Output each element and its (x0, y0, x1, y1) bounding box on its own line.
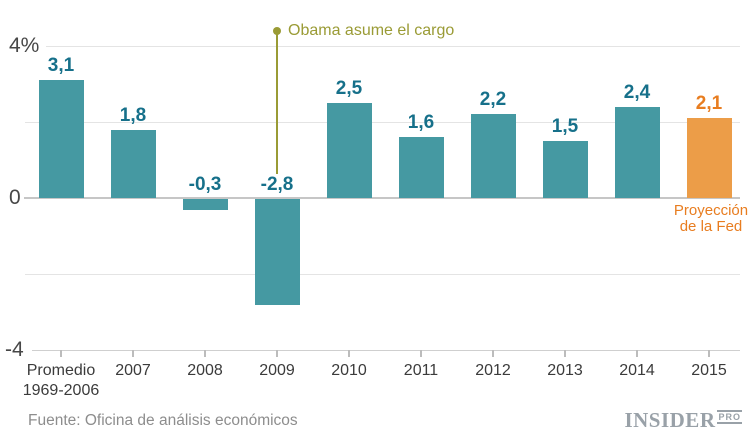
bar-2015 (686, 118, 732, 198)
fed-projection-note: Proyección de la Fed (659, 203, 750, 235)
bar-value-label: 1,6 (407, 112, 435, 134)
annotation-dot-icon (273, 27, 281, 35)
bar-value-label: 2,1 (695, 93, 723, 115)
y-axis-label--4: -4 (5, 338, 24, 361)
x-axis-label: 2015 (653, 361, 750, 381)
x-axis-tick (204, 350, 206, 357)
y-axis-label-4%: 4% (9, 34, 40, 57)
annotation-line (276, 31, 278, 174)
x-axis-label-line: 2008 (187, 362, 223, 379)
bar-2007 (110, 129, 156, 198)
bar-2011 (398, 137, 444, 198)
x-axis-label-line: 2010 (331, 362, 367, 379)
bar-value-label: 1,8 (119, 104, 147, 126)
x-axis-label-line: 2013 (547, 362, 583, 379)
bar-value-label: 2,2 (479, 89, 507, 111)
x-axis-tick (564, 350, 566, 357)
x-axis-tick (60, 350, 62, 357)
annotation-label: Obama asume el cargo (288, 22, 455, 39)
gridline-0 (24, 197, 740, 199)
x-axis-label-line: 1969-2006 (22, 382, 100, 399)
bar-value-label: 2,5 (335, 78, 363, 99)
gridline-2 (25, 122, 740, 123)
gridline--4 (32, 350, 740, 351)
x-axis-label-line: 2007 (115, 362, 151, 379)
bar-2010 (326, 103, 372, 198)
logo-sub-text: PRO (717, 410, 742, 424)
x-axis-tick (348, 350, 350, 357)
x-axis-label: 2014 (581, 361, 693, 381)
x-axis-label: 2007 (77, 361, 189, 381)
bar-2012 (470, 114, 516, 198)
fed-projection-note-line1: Proyección (673, 202, 749, 219)
x-axis-tick (708, 350, 710, 357)
x-axis-tick (492, 350, 494, 357)
gridline--2 (25, 274, 740, 275)
x-axis-tick (132, 350, 134, 357)
x-axis-label-line: 2011 (403, 362, 439, 379)
x-axis-tick (420, 350, 422, 357)
bar-value-label: 1,5 (551, 116, 579, 137)
x-axis-tick (636, 350, 638, 357)
bar-value-label: -0,3 (188, 174, 222, 195)
bar-2014 (614, 106, 660, 198)
x-axis-label: 2008 (149, 361, 261, 381)
x-axis-label: Promedio 1969-2006 (5, 361, 117, 401)
insider-pro-logo: INSIDER PRO (624, 408, 742, 433)
x-axis-label-line: 2015 (691, 362, 727, 379)
x-axis-label-line: Promedio (26, 362, 96, 379)
x-axis-label-line: 2014 (619, 362, 655, 379)
x-axis-label-line: 2009 (259, 362, 295, 379)
x-axis-label: 2009 (221, 361, 333, 381)
x-axis-tick (276, 350, 278, 357)
bar-2008 (182, 199, 228, 211)
x-axis-label: 2013 (509, 361, 621, 381)
fed-projection-note-line2: de la Fed (679, 218, 743, 235)
bar-2009 (254, 199, 300, 306)
y-axis-label-0: 0 (9, 186, 21, 209)
gridline-4 (46, 46, 740, 47)
bar-value-label: 3,1 (47, 55, 75, 77)
x-axis-label-line: 2012 (475, 362, 511, 379)
bar-value-label: -2,8 (260, 174, 294, 195)
x-axis-label: 2012 (437, 361, 549, 381)
source-text: Fuente: Oficina de análisis económicos (28, 412, 298, 429)
bar-2013 (542, 141, 588, 198)
x-axis-label: 2011 (365, 361, 477, 381)
logo-main-text: INSIDER (624, 408, 716, 432)
x-axis-label: 2010 (293, 361, 405, 381)
bar-value-label: 2,4 (623, 81, 651, 103)
bar-Promedio-1969-2006 (38, 80, 84, 198)
